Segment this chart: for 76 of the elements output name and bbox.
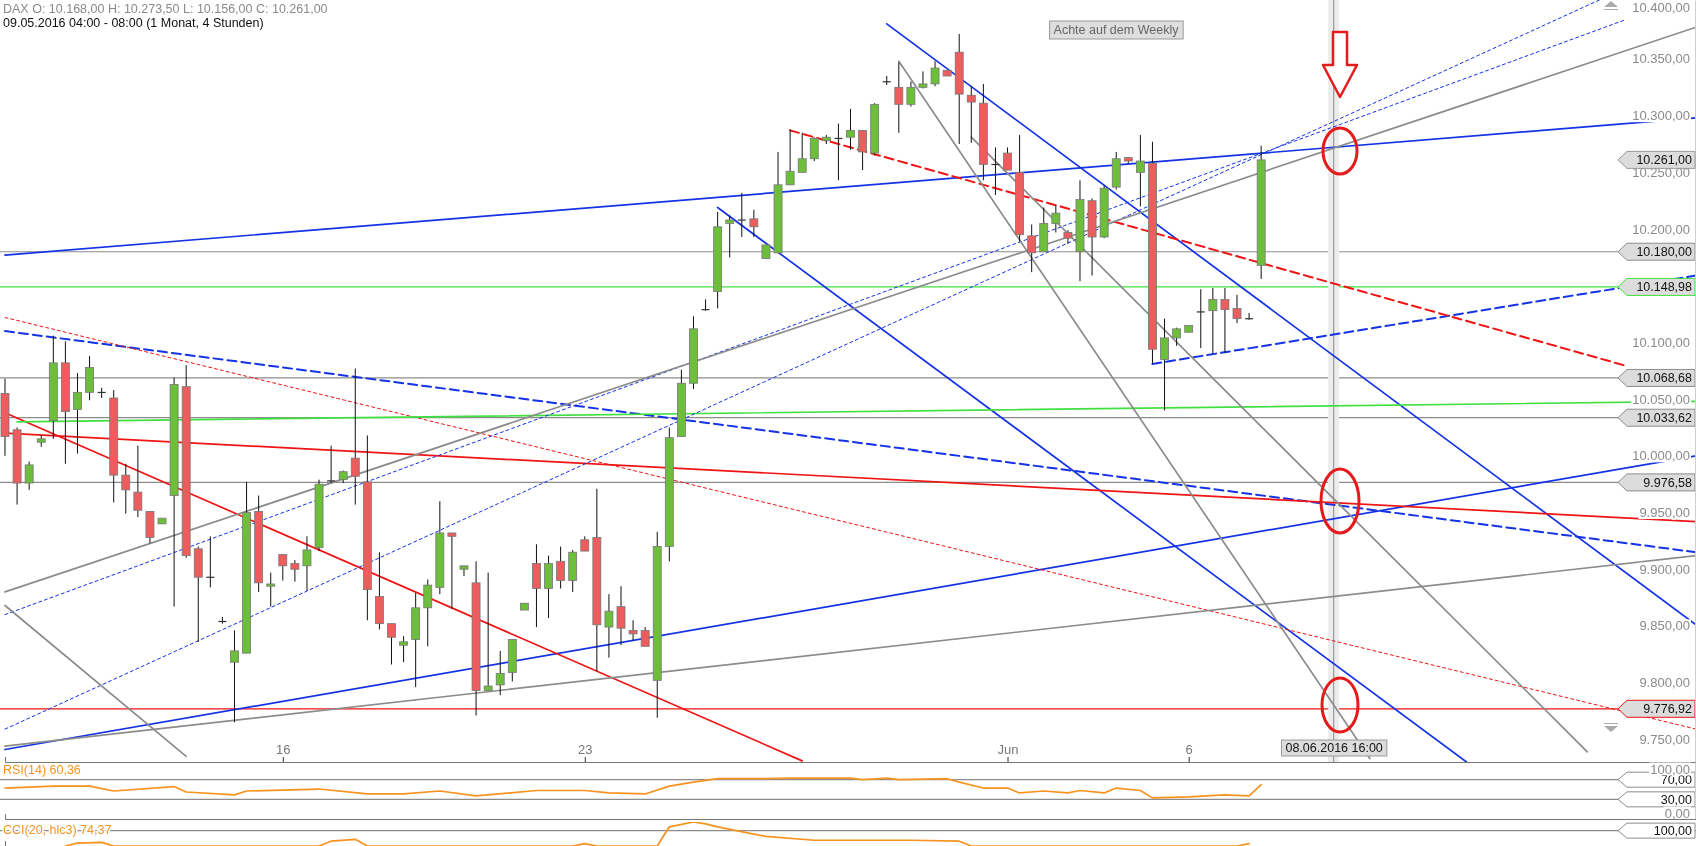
- candlestick: [459, 565, 469, 577]
- chart-title: CCI(20, hlc3) 74,37: [3, 823, 112, 837]
- y-tick-label: 9.750,00: [1639, 731, 1690, 747]
- candlestick: [1051, 204, 1061, 233]
- ref-line-label: 10.180,00: [1636, 245, 1693, 260]
- chart-title: RSI(14) 60,36: [3, 763, 81, 777]
- candlestick: [966, 85, 976, 144]
- candlestick: [1027, 224, 1037, 273]
- candlestick: [1208, 287, 1218, 355]
- candlestick: [423, 578, 433, 647]
- candlestick: [604, 593, 614, 659]
- y-tick-label: 10.200,00: [1632, 221, 1690, 237]
- y-tick-label: 100,00: [1650, 761, 1690, 777]
- candlestick: [1160, 318, 1169, 411]
- candlestick: [640, 626, 650, 647]
- candlestick: [278, 553, 288, 582]
- candlestick: [24, 461, 34, 491]
- candlestick: [133, 445, 143, 518]
- candlestick: [1063, 229, 1073, 245]
- candlestick: [302, 535, 312, 592]
- candlestick: [894, 61, 904, 134]
- candlestick: [616, 585, 626, 646]
- ref-line-label: 10.148,98: [1636, 280, 1693, 295]
- ref-line-label: 10.033,62: [1636, 411, 1693, 426]
- ref-line-label: 9.776,92: [1643, 702, 1693, 717]
- y-tick-label: 9.800,00: [1639, 675, 1690, 691]
- candlestick: [556, 546, 566, 590]
- candlestick: [797, 132, 807, 173]
- candlestick: [495, 650, 505, 696]
- candlestick: [846, 108, 855, 151]
- x-tick-label: Jun: [997, 742, 1019, 757]
- text: 09.05.2016 04:00 - 08:00 (1 Monat, 4 Stunden): [3, 16, 264, 30]
- candlestick: [1232, 294, 1242, 324]
- ref-line-label: 30,00: [1660, 792, 1693, 807]
- y-tick-label: 10.050,00: [1632, 391, 1690, 407]
- candlestick: [918, 70, 928, 89]
- candlestick: [447, 532, 457, 610]
- ref-line-label: 10.068,68: [1636, 371, 1693, 386]
- candlestick: [1135, 134, 1145, 207]
- candlestick: [290, 559, 300, 583]
- y-tick-label: 9.850,00: [1639, 618, 1690, 634]
- candlestick: [1220, 287, 1230, 354]
- y-tick-label: 9.950,00: [1639, 505, 1690, 521]
- candlestick: [906, 81, 916, 108]
- y-tick-label: 10.100,00: [1632, 334, 1690, 350]
- chart-title: DAX O: 10.168,00 H: 10.273,50 L: 10.156,00 C: 10.261,00: [3, 2, 328, 16]
- y-tick-label: 10.400,00: [1632, 0, 1690, 15]
- candlestick: [785, 128, 795, 186]
- candlestick: [628, 619, 638, 642]
- candlestick: [483, 572, 493, 692]
- y-tick-label: 10.000,00: [1632, 448, 1690, 464]
- candlestick: [1196, 288, 1205, 349]
- y-tick-label: 10.350,00: [1632, 51, 1690, 67]
- y-tick-label: 10.300,00: [1632, 108, 1690, 124]
- x-tick-label: 08.06.2016 16:00: [1285, 741, 1383, 755]
- candlestick: [725, 214, 735, 258]
- candlestick: [266, 572, 276, 608]
- x-tick-label: 23: [578, 742, 593, 757]
- candlestick: [350, 368, 360, 506]
- candlestick: [809, 136, 819, 162]
- candlestick: [387, 623, 396, 665]
- candlestick: [121, 463, 131, 515]
- candlestick: [230, 629, 239, 723]
- candlestick: [1003, 146, 1012, 171]
- y-tick-label: 9.900,00: [1639, 561, 1690, 577]
- ref-line-label: 9.976,58: [1643, 475, 1693, 490]
- x-tick-label: 16: [276, 742, 291, 757]
- y-tick-label: 0,00: [1664, 805, 1690, 821]
- annotation: Achte auf dem Weekly: [1053, 23, 1180, 37]
- candlestick: [749, 209, 759, 238]
- candlestick: [399, 635, 408, 663]
- x-tick-label: 6: [1185, 742, 1193, 757]
- candlestick: [930, 60, 940, 87]
- candlestick: [737, 192, 746, 238]
- candlestick: [858, 129, 867, 171]
- candlestick: [73, 372, 82, 455]
